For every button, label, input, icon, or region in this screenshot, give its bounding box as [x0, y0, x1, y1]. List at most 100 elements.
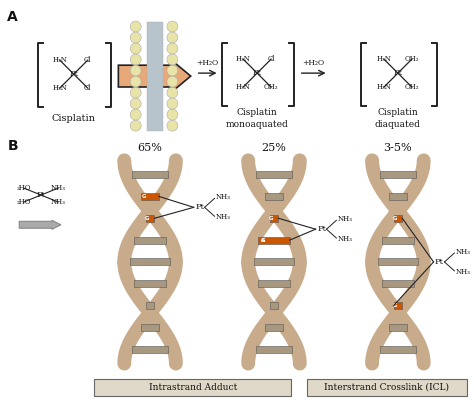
Text: OH₂: OH₂ [264, 83, 278, 91]
Circle shape [130, 54, 141, 65]
Bar [132, 346, 168, 353]
Circle shape [167, 32, 178, 43]
Circle shape [130, 32, 141, 43]
Text: NH₃: NH₃ [337, 235, 352, 243]
Text: NH₃: NH₃ [337, 215, 352, 223]
Text: NH₃: NH₃ [456, 248, 470, 256]
Text: 25%: 25% [262, 144, 286, 154]
Bar [132, 171, 168, 178]
Bar [380, 171, 416, 178]
Bar [146, 302, 155, 309]
Circle shape [167, 76, 178, 87]
Bar [135, 237, 166, 244]
Text: G: G [261, 238, 265, 243]
Text: H₃N: H₃N [376, 55, 392, 63]
Text: ₂HO: ₂HO [17, 184, 31, 192]
Text: Cisplatin
diaquated: Cisplatin diaquated [375, 108, 421, 129]
Circle shape [167, 87, 178, 98]
Bar [393, 215, 402, 222]
Text: Cisplatin: Cisplatin [52, 114, 96, 123]
Text: NH₃: NH₃ [456, 268, 470, 276]
FancyBboxPatch shape [94, 379, 292, 396]
Text: H₃N: H₃N [376, 83, 392, 91]
Text: NH₃: NH₃ [51, 184, 65, 192]
Circle shape [167, 65, 178, 76]
Text: ₂HO: ₂HO [17, 198, 31, 206]
Text: A: A [261, 238, 265, 243]
Circle shape [130, 120, 141, 131]
Circle shape [130, 76, 141, 87]
Circle shape [130, 65, 141, 76]
Text: G: G [269, 216, 273, 221]
Circle shape [130, 109, 141, 120]
Text: 3-5%: 3-5% [383, 144, 412, 154]
Circle shape [167, 120, 178, 131]
Bar [270, 215, 278, 222]
Circle shape [130, 87, 141, 98]
Text: Cl: Cl [267, 55, 275, 63]
Text: Pt: Pt [36, 191, 46, 199]
Bar [135, 280, 166, 287]
Bar [258, 237, 290, 244]
Text: 65%: 65% [137, 144, 163, 154]
Circle shape [167, 54, 178, 65]
Bar [130, 258, 170, 266]
Text: Cl: Cl [84, 56, 91, 64]
Circle shape [130, 98, 141, 109]
FancyArrow shape [118, 61, 191, 91]
Text: H₃N: H₃N [52, 56, 67, 64]
Circle shape [130, 21, 141, 32]
Bar [389, 193, 407, 200]
Text: Intrastrand Adduct: Intrastrand Adduct [148, 383, 237, 392]
Text: G: G [145, 216, 149, 221]
Bar [256, 171, 292, 178]
Text: NH₃: NH₃ [216, 213, 230, 221]
Text: H₃N: H₃N [52, 84, 67, 92]
Text: Pt: Pt [317, 225, 326, 233]
FancyArrow shape [19, 220, 61, 229]
Text: OH₂: OH₂ [405, 83, 419, 91]
Bar [256, 346, 292, 353]
Bar [389, 324, 407, 331]
Bar [141, 324, 159, 331]
Text: Interstrand Crosslink (ICL): Interstrand Crosslink (ICL) [325, 383, 449, 392]
Text: OH₂: OH₂ [405, 55, 419, 63]
Bar [382, 237, 414, 244]
Circle shape [167, 21, 178, 32]
Text: G: G [392, 216, 397, 221]
Text: Cisplatin
monoaquated: Cisplatin monoaquated [226, 108, 289, 129]
Bar [382, 280, 414, 287]
Circle shape [130, 43, 141, 54]
Bar [380, 346, 416, 353]
Text: H₃N: H₃N [236, 83, 251, 91]
Text: Cl: Cl [84, 84, 91, 92]
Bar [141, 193, 159, 200]
Bar [147, 22, 163, 131]
Bar [254, 258, 294, 266]
Text: NH₃: NH₃ [51, 198, 65, 206]
Circle shape [167, 43, 178, 54]
Text: Pt: Pt [253, 69, 262, 77]
FancyBboxPatch shape [307, 379, 467, 396]
Bar [265, 193, 283, 200]
Text: B: B [7, 138, 18, 152]
Text: +H₂O: +H₂O [197, 59, 219, 67]
Text: G: G [142, 194, 146, 199]
Bar [270, 302, 278, 309]
Bar [393, 302, 402, 309]
Bar [258, 280, 290, 287]
Circle shape [167, 98, 178, 109]
Text: Pt: Pt [195, 203, 204, 211]
Text: A: A [7, 10, 18, 24]
Text: NH₃: NH₃ [216, 194, 230, 202]
Bar [146, 215, 155, 222]
Bar [265, 324, 283, 331]
Text: Pt: Pt [435, 258, 444, 266]
Text: Pt: Pt [393, 69, 402, 77]
Text: Pt: Pt [69, 70, 78, 78]
Text: H₃N: H₃N [236, 55, 251, 63]
Bar [378, 258, 418, 266]
Text: +H₂O: +H₂O [302, 59, 325, 67]
Circle shape [167, 109, 178, 120]
Text: G: G [392, 303, 397, 308]
